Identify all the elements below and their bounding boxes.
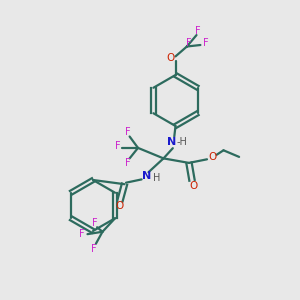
Text: O: O [115,201,124,211]
Text: O: O [167,53,175,64]
Text: N: N [142,171,151,181]
Text: F: F [187,38,192,48]
Text: H: H [153,173,160,183]
Text: F: F [91,244,97,254]
Text: F: F [125,158,130,168]
Text: F: F [196,26,201,36]
Text: F: F [115,140,120,151]
Text: F: F [92,218,98,228]
Text: O: O [189,181,198,191]
Text: N: N [167,136,176,147]
Text: O: O [208,152,217,162]
Text: F: F [125,127,130,137]
Text: F: F [79,229,85,239]
Text: F: F [203,38,208,48]
Text: -H: -H [177,136,188,147]
